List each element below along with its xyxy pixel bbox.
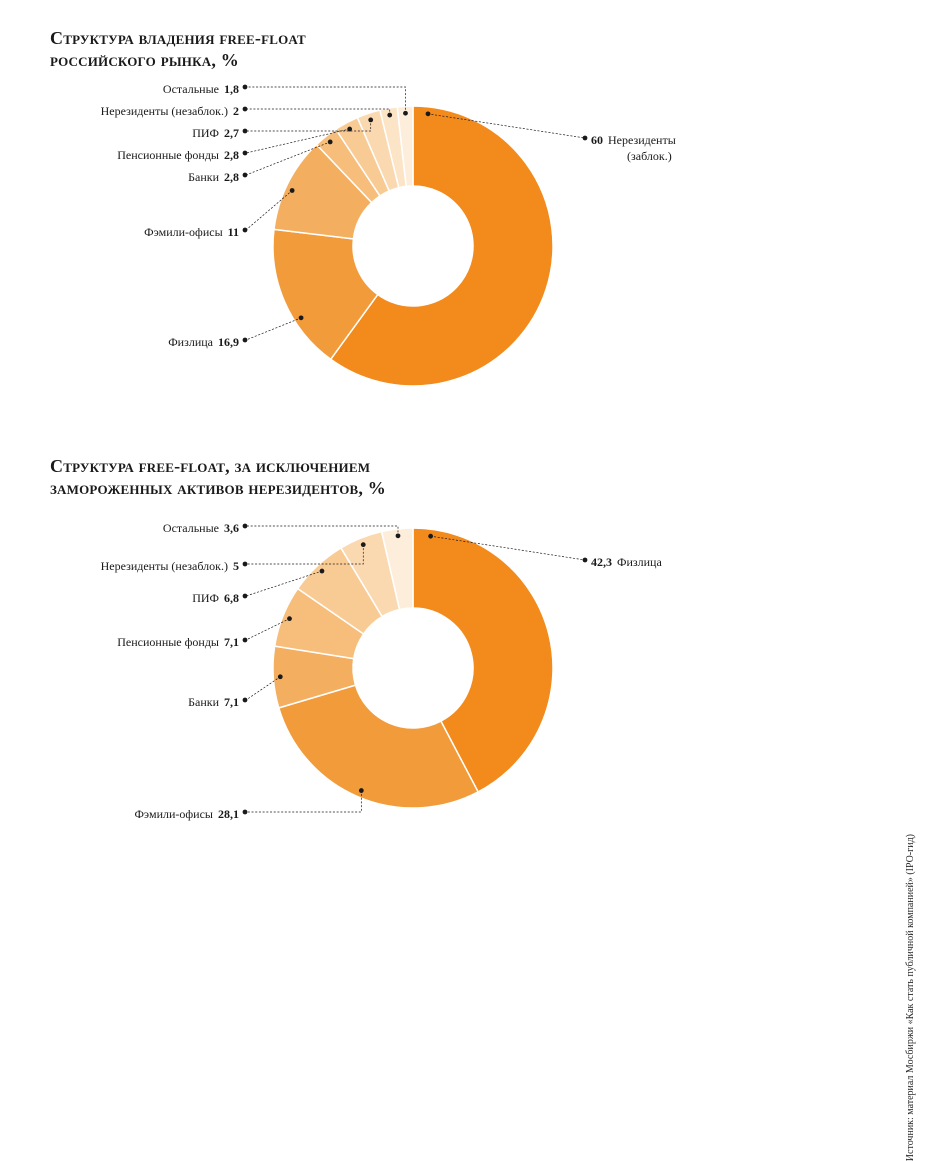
leader-dot [243, 594, 248, 599]
leader-dot [426, 111, 431, 116]
leader-dot [290, 188, 295, 193]
source-text: Источник: материал Мосбиржи «Как стать п… [905, 834, 916, 1161]
leader-dot [243, 228, 248, 233]
leader-dot [243, 562, 248, 567]
leader-dot [243, 810, 248, 815]
leader-dot [243, 173, 248, 178]
leader-dot [243, 338, 248, 343]
leader-dot [243, 638, 248, 643]
leader-dot [361, 542, 366, 547]
leader-dot [287, 616, 292, 621]
leader-dot [359, 788, 364, 793]
leader-dot [243, 524, 248, 529]
leader-dot [387, 113, 392, 118]
leader-dot [403, 111, 408, 116]
leader-dot [428, 534, 433, 539]
leader-dot [583, 136, 588, 141]
leader-dot [243, 129, 248, 134]
chart-svg-layer [0, 0, 930, 856]
leader-dot [583, 558, 588, 563]
leader-line [245, 791, 361, 812]
leader-line [245, 318, 301, 340]
leader-dot [396, 533, 401, 538]
leader-dot [243, 85, 248, 90]
leader-dot [368, 118, 373, 123]
donut-slice [279, 685, 478, 808]
leader-dot [320, 569, 325, 574]
leader-dot [243, 698, 248, 703]
leader-dot [278, 674, 283, 679]
leader-dot [328, 140, 333, 145]
leader-dot [243, 107, 248, 112]
leader-dot [299, 315, 304, 320]
leader-dot [243, 151, 248, 156]
